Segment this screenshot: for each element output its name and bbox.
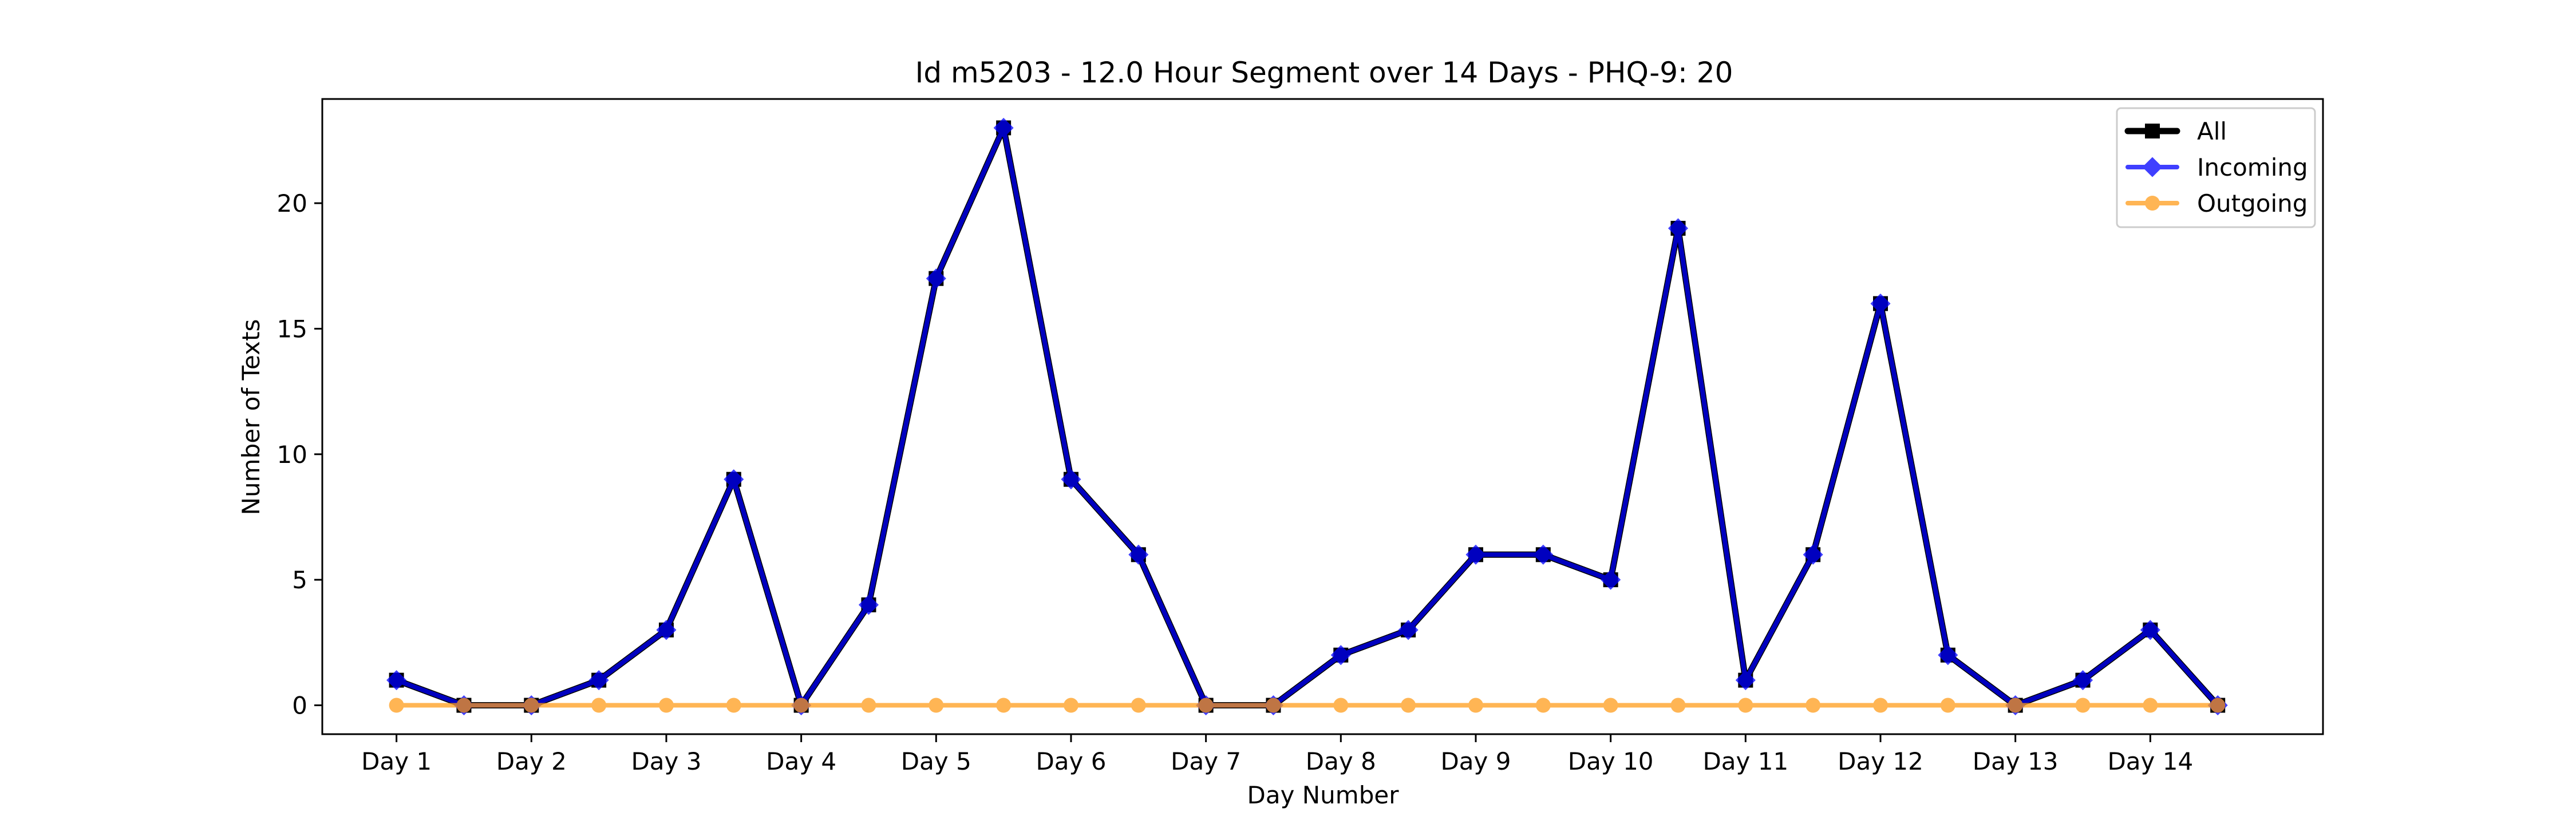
legend-label: Incoming xyxy=(2197,153,2308,181)
data-point xyxy=(1872,698,1888,713)
data-point xyxy=(993,117,1014,138)
data-point xyxy=(1063,698,1078,713)
x-tick-label: Day 8 xyxy=(1306,747,1376,775)
data-point xyxy=(858,595,879,615)
data-point xyxy=(2210,698,2226,713)
data-point xyxy=(726,698,741,713)
data-point xyxy=(2075,698,2091,713)
data-point xyxy=(1668,218,1689,239)
data-point xyxy=(524,698,539,713)
data-point xyxy=(1333,698,1349,713)
data-point xyxy=(1468,698,1483,713)
data-point xyxy=(2072,670,2093,691)
data-point xyxy=(1465,544,1486,565)
data-point xyxy=(1603,698,1618,713)
data-point xyxy=(1938,645,1958,665)
legend-entry xyxy=(2124,124,2180,138)
data-point xyxy=(456,698,472,713)
legend-label: All xyxy=(2197,117,2227,145)
data-point xyxy=(1128,544,1149,565)
data-point xyxy=(1940,698,1955,713)
data-point xyxy=(1401,698,1416,713)
plot-area xyxy=(321,98,2324,735)
data-point xyxy=(588,670,609,691)
data-point xyxy=(1535,698,1551,713)
data-point xyxy=(861,698,876,713)
data-point xyxy=(1061,469,1081,490)
x-tick-label: Day 2 xyxy=(496,747,567,775)
legend-entry xyxy=(2125,196,2179,211)
legend-marker xyxy=(2145,124,2160,138)
data-point xyxy=(1738,698,1753,713)
chart-title: Id m5203 - 12.0 Hour Segment over 14 Day… xyxy=(915,56,1733,89)
series-line-incoming xyxy=(394,125,2221,708)
data-point xyxy=(1398,620,1419,640)
x-axis: Day 1 Day 2 Day 3 Day 4 Day 5 Day 6 Day 7 Day 8… xyxy=(361,734,2193,775)
data-point xyxy=(1870,294,1891,314)
data-point xyxy=(1330,645,1351,665)
y-axis-label: Number of Texts xyxy=(237,319,265,516)
data-point xyxy=(1198,698,1214,713)
x-tick-label: Day 6 xyxy=(1036,747,1106,775)
legend-entry xyxy=(2125,157,2179,177)
y-tick-label: 10 xyxy=(277,441,307,469)
data-point xyxy=(386,670,407,691)
data-point xyxy=(2143,698,2158,713)
data-point xyxy=(1735,670,1756,691)
y-axis: 0 5 10 15 20 xyxy=(277,189,322,720)
x-tick-label: Day 5 xyxy=(901,747,971,775)
x-tick-label: Day 4 xyxy=(766,747,836,775)
data-point xyxy=(1266,698,1281,713)
y-tick-label: 20 xyxy=(277,189,307,217)
data-point xyxy=(658,698,674,713)
x-tick-label: Day 9 xyxy=(1440,747,1511,775)
legend-marker xyxy=(2145,196,2160,211)
series-layer xyxy=(386,117,2228,716)
y-tick-label: 15 xyxy=(277,315,307,343)
data-point xyxy=(1533,544,1554,565)
legend-box xyxy=(2116,107,2316,228)
data-point xyxy=(996,698,1012,713)
x-axis-label: Day Number xyxy=(1247,781,1399,809)
data-point xyxy=(389,698,404,713)
x-tick-label: Day 12 xyxy=(1838,747,1923,775)
data-point xyxy=(929,698,944,713)
data-point xyxy=(926,268,946,289)
y-tick-label: 5 xyxy=(292,566,307,594)
legend-label: Outgoing xyxy=(2197,189,2308,217)
x-tick-label: Day 11 xyxy=(1702,747,1788,775)
data-point xyxy=(591,698,607,713)
x-tick-label: Day 14 xyxy=(2107,747,2193,775)
x-tick-label: Day 10 xyxy=(1568,747,1654,775)
data-point xyxy=(1803,544,1823,565)
data-point xyxy=(2008,698,2023,713)
data-point xyxy=(724,469,744,490)
data-point xyxy=(2140,620,2160,640)
data-point xyxy=(1601,569,1621,590)
legend: All Incoming Outgoing xyxy=(2116,107,2316,228)
y-tick-label: 0 xyxy=(292,692,307,720)
data-point xyxy=(1131,698,1146,713)
x-tick-label: Day 1 xyxy=(361,747,432,775)
x-tick-label: Day 13 xyxy=(1973,747,2059,775)
data-point xyxy=(656,620,677,640)
series-outgoing xyxy=(389,698,2226,713)
data-point xyxy=(1670,698,1686,713)
x-tick-label: Day 3 xyxy=(631,747,701,775)
plot-frame xyxy=(321,98,2324,735)
data-point xyxy=(1805,698,1821,713)
data-point xyxy=(793,698,809,713)
x-tick-label: Day 7 xyxy=(1171,747,1241,775)
legend-marker xyxy=(2142,157,2163,177)
